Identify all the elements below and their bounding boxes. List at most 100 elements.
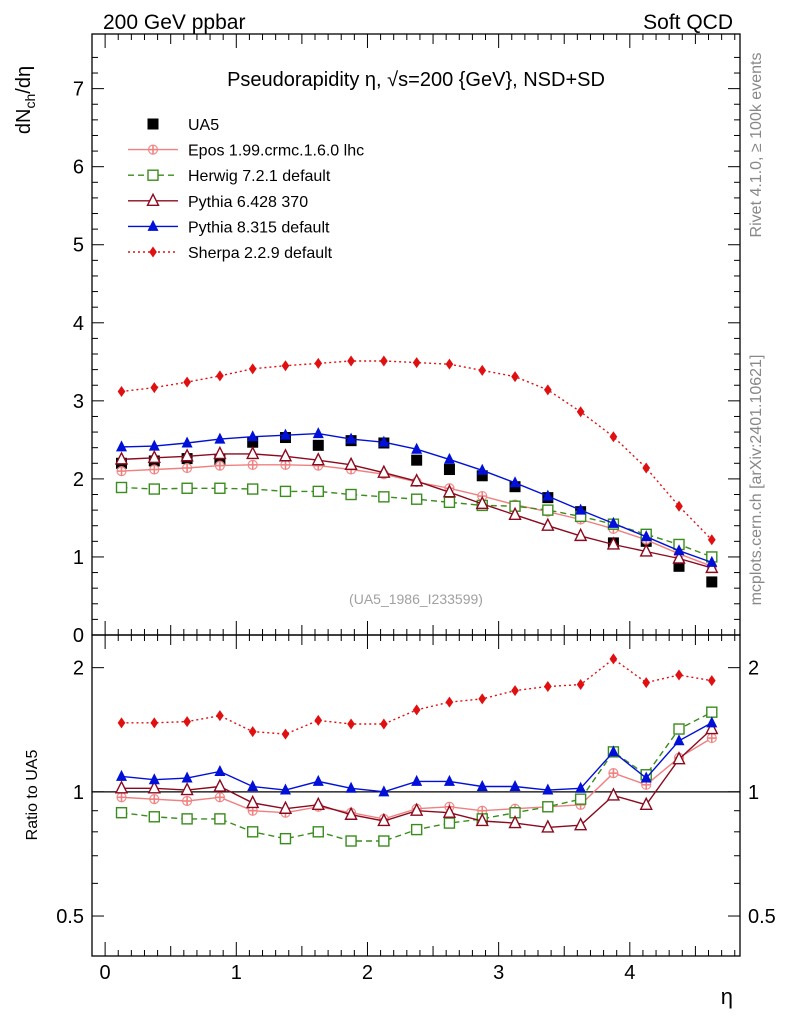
- data-point: [116, 440, 128, 452]
- legend-marker: [147, 118, 159, 130]
- y-tick-label: 4: [73, 313, 84, 335]
- data-point: [378, 491, 390, 503]
- ratio-frame: [91, 634, 741, 957]
- legend-label: Epos 1.99.crmc.1.6.0 lhc: [188, 143, 364, 160]
- data-point: [673, 560, 685, 572]
- data-point: [639, 543, 653, 557]
- series-herwig: [115, 706, 718, 847]
- data-point: [380, 718, 388, 730]
- legend-label: UA5: [188, 117, 219, 134]
- legend-entry-epos: Epos 1.99.crmc.1.6.0 lhc: [128, 143, 364, 160]
- data-point: [311, 452, 325, 466]
- data-point: [345, 432, 357, 444]
- data-point: [476, 780, 488, 792]
- data-point: [576, 406, 585, 418]
- data-point: [541, 517, 555, 531]
- data-point: [347, 355, 355, 367]
- data-point: [542, 783, 554, 795]
- data-point: [608, 768, 619, 779]
- series-pythia8: [116, 716, 718, 797]
- data-point: [542, 504, 554, 516]
- data-point: [183, 716, 191, 728]
- data-point: [706, 555, 718, 567]
- x-tick-label: 4: [624, 962, 635, 984]
- data-point: [117, 385, 126, 397]
- data-point: [541, 819, 555, 833]
- data-point: [248, 363, 257, 375]
- x-axis-label: η: [721, 984, 733, 1009]
- legend-marker: [149, 246, 157, 258]
- data-point: [247, 436, 259, 448]
- data-point: [443, 452, 455, 464]
- data-point: [377, 464, 391, 478]
- data-point: [706, 576, 718, 588]
- data-point: [442, 484, 457, 498]
- series-herwig: [115, 481, 718, 563]
- data-point: [543, 384, 552, 396]
- data-point: [116, 792, 127, 803]
- ratio-y-tick-label-right: 0.5: [748, 906, 776, 928]
- data-point: [673, 723, 685, 735]
- main-panel: 0 1 2 3 4 5 6 7 Pseudorapidity η, √s=200 {GeV},…: [13, 33, 741, 647]
- data-point: [673, 734, 685, 746]
- mcplots-label: mcplots.cern.ch [arXiv:2401.10621]: [748, 355, 765, 606]
- header-right: Soft QCD: [643, 11, 733, 34]
- data-point: [380, 355, 388, 367]
- data-point: [279, 783, 291, 795]
- data-point: [181, 436, 193, 448]
- data-point: [214, 813, 226, 825]
- data-point: [606, 536, 621, 550]
- data-point: [314, 714, 323, 726]
- legend-entry-ua5: UA5: [147, 117, 219, 134]
- ratio-series: [114, 653, 719, 847]
- data-point: [410, 823, 423, 836]
- data-point: [511, 685, 519, 697]
- data-point: [279, 832, 292, 845]
- y-tick-label: 0: [73, 625, 84, 647]
- data-point: [148, 811, 161, 823]
- data-point: [672, 751, 686, 765]
- data-point: [248, 726, 257, 738]
- data-point: [181, 771, 193, 783]
- data-point: [312, 439, 324, 451]
- x-tick-label: 3: [493, 962, 504, 984]
- data-point: [214, 765, 226, 777]
- side-labels: Rivet 4.1.0, ≥ 100k events mcplots.cern.…: [748, 53, 765, 606]
- data-point: [705, 720, 719, 735]
- y-tick-label: 3: [73, 391, 84, 413]
- data-point: [509, 780, 521, 792]
- legend-marker: [146, 192, 160, 207]
- rivet-label: Rivet 4.1.0, ≥ 100k events: [748, 53, 765, 238]
- data-point: [344, 456, 358, 471]
- data-point: [378, 785, 390, 797]
- data-point: [180, 781, 194, 796]
- data-point: [147, 449, 161, 464]
- ratio-y-tick-label: 0.5: [56, 906, 84, 928]
- data-point: [216, 370, 224, 382]
- data-point: [707, 534, 716, 546]
- watermark: (UA5_1986_I233599): [349, 591, 483, 607]
- data-point: [247, 459, 258, 470]
- data-point: [377, 812, 391, 827]
- data-point: [115, 807, 128, 819]
- data-point: [542, 489, 554, 501]
- legend-entry-pythia6: Pythia 6.428 370: [128, 192, 308, 211]
- data-point: [477, 805, 488, 816]
- legend-entry-sherpa: Sherpa 2.2.9 default: [128, 245, 333, 262]
- data-point: [509, 476, 521, 488]
- data-point: [246, 794, 260, 809]
- data-point: [411, 442, 423, 454]
- data-point: [573, 527, 588, 542]
- y-tick-label: 7: [73, 79, 84, 101]
- data-point: [149, 794, 160, 805]
- data-point: [642, 462, 651, 474]
- data-point: [280, 459, 291, 470]
- data-point: [312, 826, 324, 838]
- data-point: [278, 800, 293, 814]
- data-point: [575, 781, 587, 793]
- legend-label: Pythia 6.428 370: [188, 194, 308, 211]
- data-point: [576, 679, 585, 691]
- data-point: [115, 481, 128, 494]
- data-point: [150, 717, 159, 729]
